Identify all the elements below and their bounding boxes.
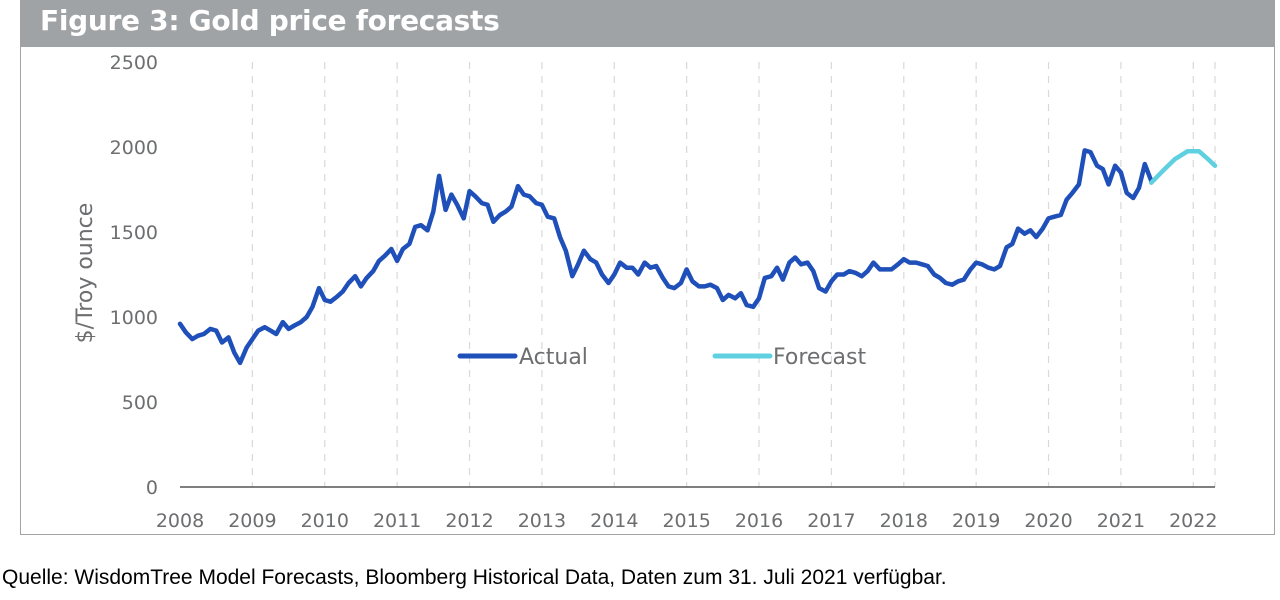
x-tick-label-2022: 2022 bbox=[1169, 510, 1217, 532]
series-line-forecast bbox=[1149, 149, 1218, 185]
x-tick-label-2017: 2017 bbox=[807, 510, 855, 532]
x-tick-label-2014: 2014 bbox=[590, 510, 638, 532]
axes: 2008 2009 2010 2011 2012 2013 2014 2015 2016 2017… bbox=[110, 52, 1218, 532]
x-tick-label-2013: 2013 bbox=[518, 510, 566, 532]
x-tick-label-2010: 2010 bbox=[301, 510, 349, 532]
x-tick-label-2021: 2021 bbox=[1097, 510, 1145, 532]
y-tick-label-2000: 2000 bbox=[110, 137, 158, 159]
chart-svg: 2008 2009 2010 2011 2012 2013 2014 2015 2016 2017… bbox=[73, 52, 1218, 532]
x-tick-label-2011: 2011 bbox=[373, 510, 421, 532]
x-tick-label-2008: 2008 bbox=[156, 510, 204, 532]
y-tick-label-1000: 1000 bbox=[110, 307, 158, 329]
y-axis-label: $/Troy ounce bbox=[73, 203, 98, 344]
y-tick-label-500: 500 bbox=[122, 392, 158, 414]
source-note: Quelle: WisdomTree Model Forecasts, Bloo… bbox=[2, 566, 947, 589]
y-tick-label-0: 0 bbox=[146, 477, 158, 499]
series-lines bbox=[177, 148, 1218, 366]
legend-label-actual: Actual bbox=[519, 345, 588, 370]
x-tick-label-2020: 2020 bbox=[1024, 510, 1072, 532]
x-tick-label-2015: 2015 bbox=[662, 510, 710, 532]
x-tick-label-2019: 2019 bbox=[952, 510, 1000, 532]
x-tick-label-2018: 2018 bbox=[880, 510, 928, 532]
chart-title: Figure 3: Gold price forecasts bbox=[40, 4, 500, 37]
series-line-actual bbox=[177, 148, 1154, 366]
grid bbox=[251, 62, 1216, 487]
x-tick-label-2016: 2016 bbox=[735, 510, 783, 532]
x-tick-label-2009: 2009 bbox=[228, 510, 276, 532]
y-tick-label-1500: 1500 bbox=[110, 222, 158, 244]
y-tick-label-2500: 2500 bbox=[110, 52, 158, 74]
title-bar bbox=[20, 0, 1275, 47]
x-tick-label-2012: 2012 bbox=[445, 510, 493, 532]
legend: Actual Forecast bbox=[457, 345, 866, 370]
legend-label-forecast: Forecast bbox=[773, 345, 866, 370]
